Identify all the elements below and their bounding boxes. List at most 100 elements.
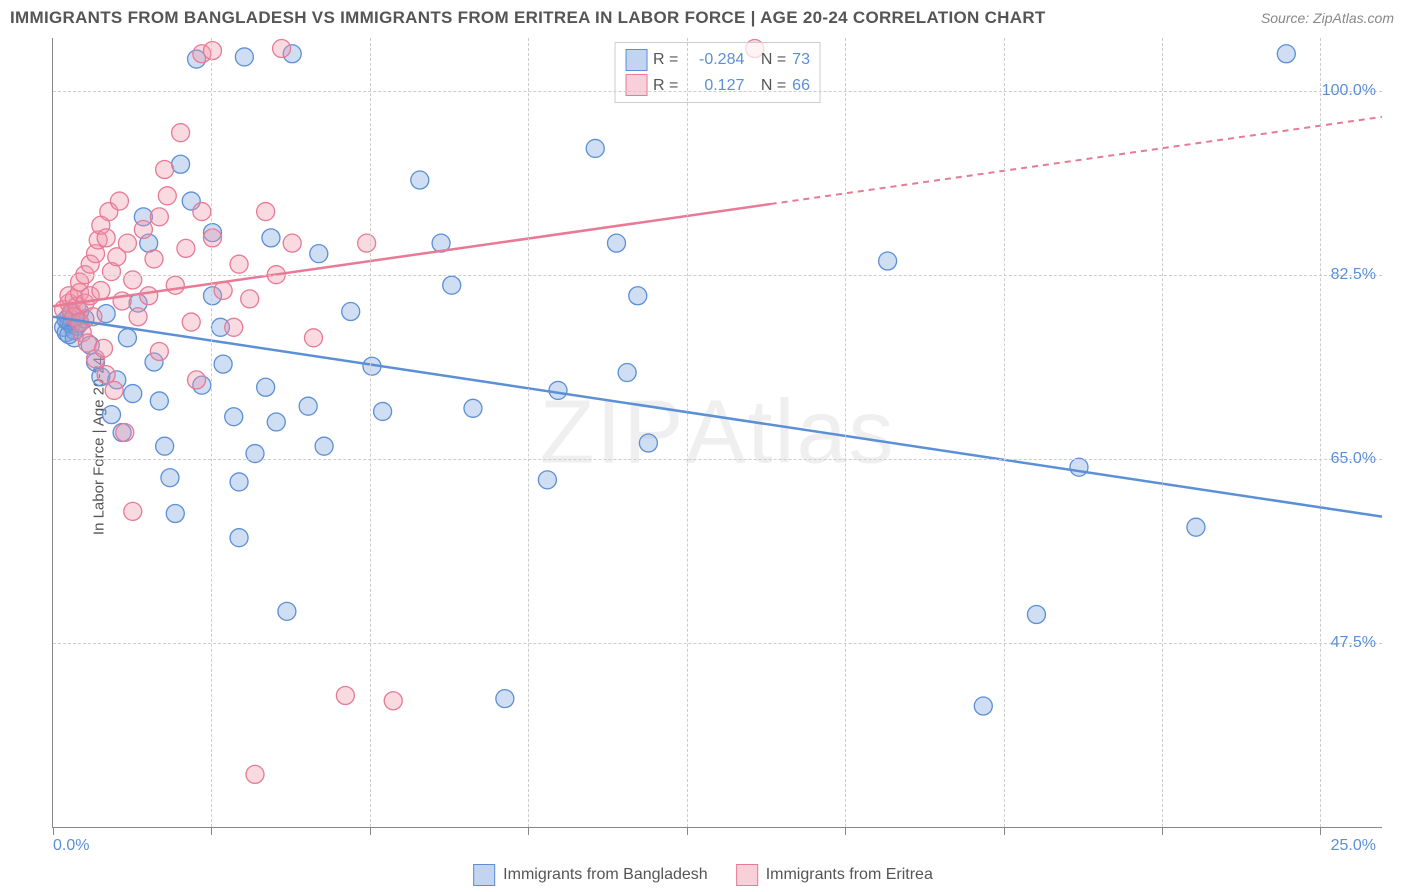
data-point [235, 48, 253, 66]
data-point [172, 155, 190, 173]
data-point [262, 229, 280, 247]
legend-item-1: Immigrants from Eritrea [736, 864, 933, 886]
data-point [273, 40, 291, 58]
x-axis-min-label: 0.0% [53, 837, 89, 855]
data-point [188, 371, 206, 389]
data-point [1027, 605, 1045, 623]
data-point [310, 245, 328, 263]
data-point [299, 397, 317, 415]
data-point [230, 255, 248, 273]
data-point [203, 229, 221, 247]
data-point [150, 392, 168, 410]
x-tick [1004, 827, 1005, 835]
data-point [124, 385, 142, 403]
data-point [241, 290, 259, 308]
data-point [203, 42, 221, 60]
legend-item-0: Immigrants from Bangladesh [473, 864, 708, 886]
data-point [549, 381, 567, 399]
data-point [304, 329, 322, 347]
plot-area: ZIPAtlas R = -0.284 N = 73 R = 0.127 N =… [52, 38, 1382, 828]
legend-row-0: R = -0.284 N = 73 [625, 47, 810, 73]
gridline-h [53, 459, 1382, 460]
data-point [134, 220, 152, 238]
data-point [496, 690, 514, 708]
correlation-legend: R = -0.284 N = 73 R = 0.127 N = 66 [614, 42, 821, 103]
data-point [618, 364, 636, 382]
legend-series-name-0: Immigrants from Bangladesh [503, 866, 708, 884]
data-point [879, 252, 897, 270]
data-point [246, 765, 264, 783]
data-point [129, 308, 147, 326]
data-point [586, 139, 604, 157]
data-point [283, 234, 301, 252]
data-point [358, 234, 376, 252]
x-tick [53, 827, 54, 835]
series-legend: Immigrants from Bangladesh Immigrants fr… [473, 864, 933, 886]
data-point [95, 339, 113, 357]
data-point [639, 434, 657, 452]
data-point [166, 276, 184, 294]
data-point [336, 687, 354, 705]
legend-r-label: R = [653, 73, 678, 99]
gridline-v [1004, 38, 1005, 827]
data-point [257, 203, 275, 221]
gridline-h [53, 643, 1382, 644]
data-point [193, 203, 211, 221]
data-point [177, 239, 195, 257]
legend-n-label: N = [761, 73, 786, 99]
data-point [267, 413, 285, 431]
data-point [97, 229, 115, 247]
x-tick [1162, 827, 1163, 835]
data-point [315, 437, 333, 455]
gridline-h [53, 91, 1382, 92]
legend-r-value-1: 0.127 [684, 73, 744, 99]
data-point [140, 287, 158, 305]
data-point [464, 399, 482, 417]
data-point [124, 502, 142, 520]
data-point [118, 329, 136, 347]
data-point [124, 271, 142, 289]
data-point [161, 469, 179, 487]
data-point [214, 355, 232, 373]
gridline-v [528, 38, 529, 827]
data-point [384, 692, 402, 710]
data-point [257, 378, 275, 396]
x-tick [1320, 827, 1321, 835]
chart-title: IMMIGRANTS FROM BANGLADESH VS IMMIGRANTS… [10, 8, 1046, 28]
gridline-v [1320, 38, 1321, 827]
trend-line [53, 317, 1382, 517]
y-tick-label: 65.0% [1331, 450, 1376, 468]
data-point [411, 171, 429, 189]
x-tick [845, 827, 846, 835]
data-point [150, 208, 168, 226]
x-tick [528, 827, 529, 835]
data-point [102, 406, 120, 424]
gridline-v [1162, 38, 1163, 827]
plot-svg [53, 38, 1382, 827]
x-tick [211, 827, 212, 835]
data-point [443, 276, 461, 294]
data-point [1070, 458, 1088, 476]
data-point [118, 234, 136, 252]
data-point [629, 287, 647, 305]
legend-series-name-1: Immigrants from Eritrea [766, 866, 933, 884]
data-point [156, 437, 174, 455]
legend-n-value-1: 66 [792, 73, 810, 99]
data-point [150, 342, 168, 360]
gridline-v [370, 38, 371, 827]
y-tick-label: 47.5% [1331, 634, 1376, 652]
data-point [230, 473, 248, 491]
legend-n-value-0: 73 [792, 47, 810, 73]
data-point [246, 445, 264, 463]
trend-line-dashed [771, 117, 1382, 204]
data-point [230, 529, 248, 547]
legend-row-1: R = 0.127 N = 66 [625, 73, 810, 99]
data-point [607, 234, 625, 252]
swatch-pink-icon [736, 864, 758, 886]
gridline-v [845, 38, 846, 827]
data-point [974, 697, 992, 715]
legend-r-label: R = [653, 47, 678, 73]
legend-n-label: N = [761, 47, 786, 73]
y-tick-label: 100.0% [1322, 82, 1376, 100]
source-attribution: Source: ZipAtlas.com [1261, 10, 1394, 26]
